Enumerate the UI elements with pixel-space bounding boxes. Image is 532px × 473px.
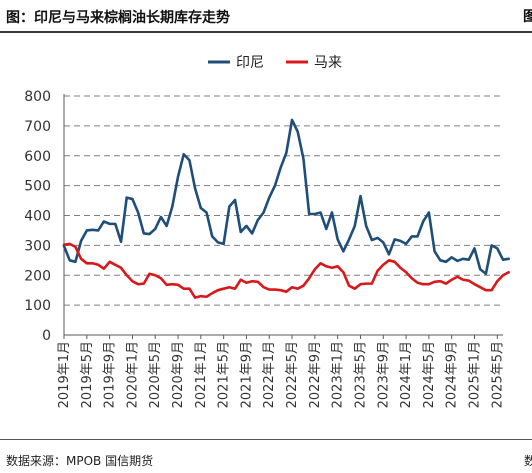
footer-edge-mark: 数 xyxy=(524,454,532,468)
x-tick-label: 2019年5月 xyxy=(80,341,95,408)
y-tick-label: 500 xyxy=(24,179,51,195)
x-tick-label: 2025年1月 xyxy=(467,341,482,408)
legend-label-indonesia: 印尼 xyxy=(236,55,264,71)
legend-label-malaysia: 马来 xyxy=(314,55,342,71)
x-tick-label: 2024年9月 xyxy=(445,341,460,408)
y-tick-label: 200 xyxy=(24,268,51,284)
y-tick-label: 300 xyxy=(24,238,51,254)
x-tick-label: 2019年9月 xyxy=(103,341,118,408)
y-tick-label: 400 xyxy=(24,209,51,225)
legend: 印尼 马来 xyxy=(208,55,342,71)
x-tick-label: 2019年1月 xyxy=(57,341,72,408)
series-line-indonesia xyxy=(62,118,511,276)
x-tick-label: 2020年5月 xyxy=(148,341,163,408)
x-tick-label: 2024年1月 xyxy=(399,341,414,408)
x-tick-label: 2023年1月 xyxy=(331,341,346,408)
x-tick-label: 2022年9月 xyxy=(308,341,323,408)
header-edge-mark: 图 xyxy=(523,9,532,25)
x-tick-label: 2021年1月 xyxy=(194,341,209,408)
x-tick-label: 2023年9月 xyxy=(376,341,391,408)
x-tick-label: 2022年5月 xyxy=(285,341,300,408)
x-tick-label: 2020年1月 xyxy=(125,341,140,408)
y-tick-label: 700 xyxy=(24,119,51,135)
x-tick-label: 2021年9月 xyxy=(239,341,254,408)
series-line-malaysia xyxy=(62,242,511,299)
y-tick-label: 800 xyxy=(24,89,51,105)
x-tick-label: 2025年5月 xyxy=(490,341,505,408)
y-tick-label: 100 xyxy=(24,298,51,314)
header-bar: 图：印尼与马来棕榈油长期库存走势 图 xyxy=(0,0,532,33)
y-axis: 0 100 200 300 400 500 600 700 800 xyxy=(24,89,65,344)
footer-bar: 数据来源：MPOB 国信期货 数 xyxy=(0,439,532,473)
x-axis: 2019年1月 2019年5月 2019年9月 2020年1月 2020年5月 2020年… xyxy=(57,334,505,408)
y-tick-label: 600 xyxy=(24,149,51,165)
grid xyxy=(64,95,503,306)
x-tick-label: 2022年1月 xyxy=(262,341,277,408)
x-tick-label: 2020年9月 xyxy=(171,341,186,408)
series-lines xyxy=(62,118,511,299)
x-tick-label: 2024年5月 xyxy=(422,341,437,408)
y-tick-label: 0 xyxy=(42,328,51,344)
figure-title: 图：印尼与马来棕榈油长期库存走势 xyxy=(6,10,230,26)
x-tick-label: 2021年5月 xyxy=(217,341,232,408)
data-source: 数据来源：MPOB 国信期货 xyxy=(6,454,154,468)
x-tick-label: 2023年5月 xyxy=(353,341,368,408)
